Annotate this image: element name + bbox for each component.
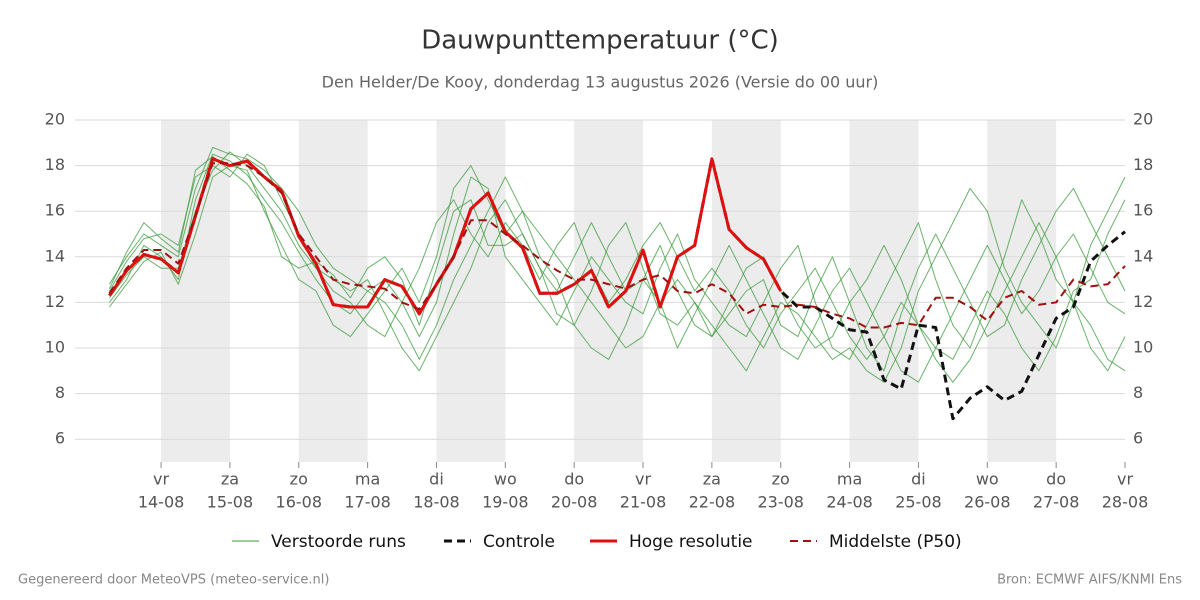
x-tick-date: 14-08 [138,493,185,512]
footer-left: Gegenereerd door MeteoVPS (meteo-service… [18,573,329,588]
legend-label: Hoge resolutie [629,532,753,552]
x-tick-day: ma [837,470,862,489]
x-tick-day: za [703,470,721,489]
x-tick-date: 21-08 [620,493,667,512]
x-tick-day: vr [635,470,651,489]
y2-tick-label: 20 [1133,110,1153,129]
legend-label: Middelste (P50) [829,532,962,552]
x-tick-date: 18-08 [413,493,460,512]
y-tick-label: 12 [45,292,65,311]
x-tick-day: do [1046,470,1066,489]
x-tick-date: 27-08 [1033,493,1080,512]
legend-label: Controle [483,532,555,552]
y-tick-label: 16 [45,201,65,220]
x-tick-day: vr [153,470,169,489]
ensemble-line [108,156,1126,372]
x-tick-day: za [221,470,239,489]
x-tick-day: wo [494,470,517,489]
y-tick-label: 10 [45,338,65,357]
x-tick-date: 26-08 [964,493,1011,512]
x-tick-day: wo [976,470,999,489]
ensemble-line [109,165,1126,383]
x-tick-date: 28-08 [1102,493,1149,512]
x-tick-day: di [911,470,926,489]
y2-tick-label: 8 [1133,383,1143,402]
chart-subtitle: Den Helder/De Kooy, donderdag 13 augustu… [322,73,879,92]
series-line [108,162,1126,329]
y-tick-label: 18 [45,155,65,174]
y2-tick-label: 14 [1133,246,1153,265]
day-band [436,120,506,462]
ensemble-line [109,151,1126,383]
x-tick-day: do [564,470,584,489]
y-tick-label: 20 [45,110,65,129]
x-tick-date: 22-08 [689,493,736,512]
x-tick-date: 24-08 [826,493,873,512]
y2-tick-label: 18 [1133,155,1153,174]
x-tick-date: 23-08 [757,493,804,512]
x-tick-day: vr [1117,470,1133,489]
x-tick-date: 20-08 [551,493,598,512]
x-tick-day: di [429,470,444,489]
x-tick-date: 15-08 [207,493,254,512]
y2-tick-label: 16 [1133,201,1153,220]
footer-right: Bron: ECMWF AIFS/KNMI Ens [997,573,1182,588]
y2-tick-label: 6 [1133,429,1143,448]
x-tick-day: ma [355,470,380,489]
x-tick-date: 17-08 [344,493,391,512]
ensemble-line [108,153,1126,372]
y2-tick-label: 12 [1133,292,1153,311]
y-tick-label: 6 [55,429,65,448]
y-tick-label: 8 [55,383,65,402]
x-tick-date: 25-08 [895,493,942,512]
y2-tick-label: 10 [1133,338,1153,357]
day-band [574,120,644,462]
x-tick-date: 19-08 [482,493,529,512]
chart-title: Dauwpunttemperatuur (°C) [421,26,779,56]
x-tick-day: zo [772,470,790,489]
legend-label: Verstoorde runs [271,532,406,552]
x-tick-date: 16-08 [276,493,323,512]
x-tick-day: zo [290,470,308,489]
ensemble-line [108,146,1126,383]
y-tick-label: 14 [45,246,65,265]
